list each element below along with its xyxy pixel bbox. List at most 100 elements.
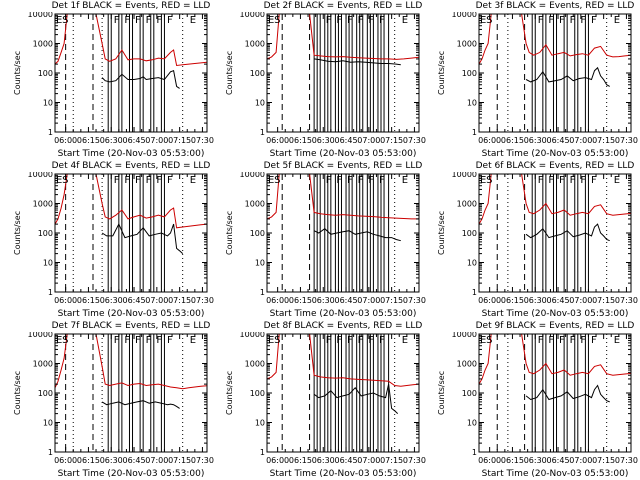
y-tick-label: 10000 [240,12,265,19]
plot-frame [478,13,632,133]
y-tick-label: 10000 [452,332,477,339]
y-tick-label: 1 [472,448,477,457]
flare-marker: F [156,175,162,186]
lld-series-line [55,174,207,229]
flare-marker: F [570,175,576,186]
x-tick-label: 06:45 [335,296,358,305]
lld-series-line [479,334,631,385]
x-tick-label: 07:15 [168,456,191,465]
event-end-marker: E [614,335,620,346]
y-tick-label: 1000 [33,40,53,49]
x-tick-label: 06:00 [266,456,289,465]
y-tick-label: 1 [48,448,53,457]
flare-marker: F [135,15,141,26]
x-axis-title: Start Time (20-Nov-03 05:53:00) [269,149,417,159]
flare-marker: F [156,335,162,346]
event-start-marker: E [268,335,274,346]
saa-marker: S [62,335,68,346]
x-tick-label: 07:30 [403,296,426,305]
flare-marker: F [368,15,374,26]
plot-frame [266,333,420,453]
panel-title: Det 1f BLACK = Events, RED = LLD [51,1,211,11]
x-axis-title: Start Time (20-Nov-03 05:53:00) [57,309,205,319]
x-tick-label: 06:30 [524,296,547,305]
x-tick-label: 06:00 [478,136,501,145]
flare-marker: F [135,175,141,186]
flare-marker: F [559,175,565,186]
y-tick-label: 1 [260,448,265,457]
events-series-line [313,383,399,414]
flare-marker: F [114,175,120,186]
x-tick-label: 06:15 [501,296,524,305]
x-tick-label: 06:45 [123,136,146,145]
y-tick-label: 1000 [33,360,53,369]
flare-marker: F [580,175,586,186]
y-tick-label: 10 [43,419,53,428]
flare-marker: F [347,175,353,186]
lld-series-line [267,14,419,60]
x-tick-label: 06:15 [501,136,524,145]
x-tick-label: 07:30 [191,136,214,145]
event-end-marker: E [614,15,620,26]
events-series-line [525,223,610,242]
flare-marker: F [336,335,342,346]
x-tick-label: 06:45 [335,136,358,145]
x-tick-label: 07:15 [592,136,615,145]
y-tick-label: 10000 [28,332,53,339]
saa-marker: S [62,15,68,26]
y-tick-label: 1000 [457,360,477,369]
y-tick-label: 1 [472,128,477,137]
x-tick-label: 07:00 [569,456,592,465]
saa-marker: S [486,335,492,346]
flare-marker: F [167,335,173,346]
flare-marker: F [167,15,173,26]
x-tick-label: 06:15 [289,136,312,145]
y-tick-label: 100 [462,69,477,78]
saa-marker: S [486,15,492,26]
x-axis-title: Start Time (20-Nov-03 05:53:00) [481,469,629,479]
x-tick-label: 07:00 [357,136,380,145]
x-tick-label: 06:30 [312,296,335,305]
x-axis-title: Start Time (20-Nov-03 05:53:00) [57,149,205,159]
x-tick-label: 06:15 [501,456,524,465]
x-tick-label: 07:15 [168,296,191,305]
flare-marker: F [167,175,173,186]
y-tick-label: 100 [250,389,265,398]
x-tick-label: 06:30 [524,136,547,145]
y-tick-label: 1 [48,128,53,137]
x-tick-label: 07:00 [569,136,592,145]
panel-title: Det 3f BLACK = Events, RED = LLD [475,1,635,11]
y-tick-label: 10000 [240,172,265,179]
lld-series-line [55,14,207,67]
saa-marker: S [486,175,492,186]
panel-title: Det 8f BLACK = Events, RED = LLD [263,321,423,331]
y-tick-label: 1000 [245,360,265,369]
y-tick-label: 1000 [245,200,265,209]
y-tick-label: 1000 [457,200,477,209]
x-tick-label: 06:45 [123,296,146,305]
flare-marker: F [124,15,130,26]
flare-marker: F [548,335,554,346]
x-axis-title: Start Time (20-Nov-03 05:53:00) [269,469,417,479]
x-tick-label: 07:15 [380,456,403,465]
x-tick-label: 07:15 [168,136,191,145]
event-end-marker: E [402,335,408,346]
events-series-line [101,400,180,409]
flare-marker: F [559,335,565,346]
flare-marker: F [548,175,554,186]
flare-marker: F [358,15,364,26]
flare-marker: F [146,175,152,186]
flare-marker: F [379,15,385,26]
y-tick-label: 100 [38,69,53,78]
x-tick-label: 06:30 [312,456,335,465]
events-series-line [525,66,610,87]
flare-marker: F [347,335,353,346]
events-series-line [313,228,401,242]
flare-marker: F [336,15,342,26]
x-tick-label: 06:30 [312,136,335,145]
